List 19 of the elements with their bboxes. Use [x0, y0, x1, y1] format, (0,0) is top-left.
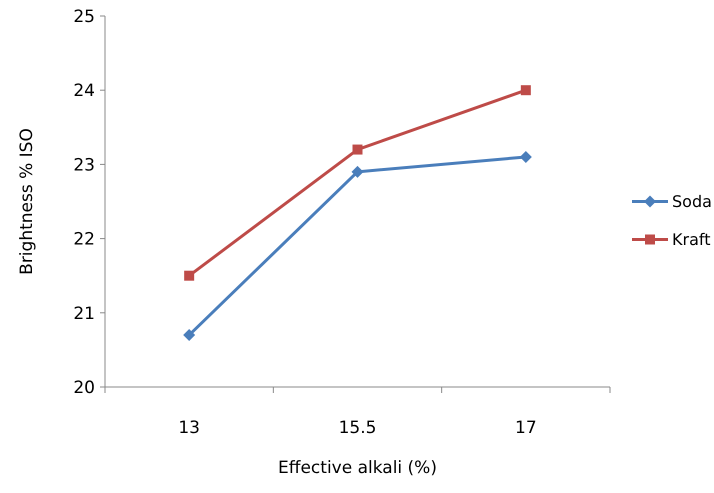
y-tick-label: 21: [73, 304, 95, 324]
x-axis-title: Effective alkali (%): [278, 458, 437, 478]
y-tick-label: 22: [73, 230, 95, 250]
y-axis-title: Brightness % ISO: [17, 128, 37, 275]
y-tick-label: 23: [73, 155, 95, 176]
point: [352, 144, 362, 155]
x-tick-label: 17: [515, 418, 537, 438]
y-tick-label: 24: [73, 81, 95, 102]
legend-label: Kraft: [672, 230, 710, 250]
legend-label: Soda: [672, 192, 712, 212]
y-tick-label: 20: [73, 378, 95, 398]
x-tick-label: 13: [178, 418, 200, 438]
point: [520, 150, 532, 163]
point: [183, 329, 196, 342]
y-tick-label: 25: [73, 6, 95, 27]
point: [352, 166, 364, 178]
x-tick-label: 15.5: [338, 418, 376, 438]
point: [184, 270, 194, 281]
point: [520, 85, 531, 96]
